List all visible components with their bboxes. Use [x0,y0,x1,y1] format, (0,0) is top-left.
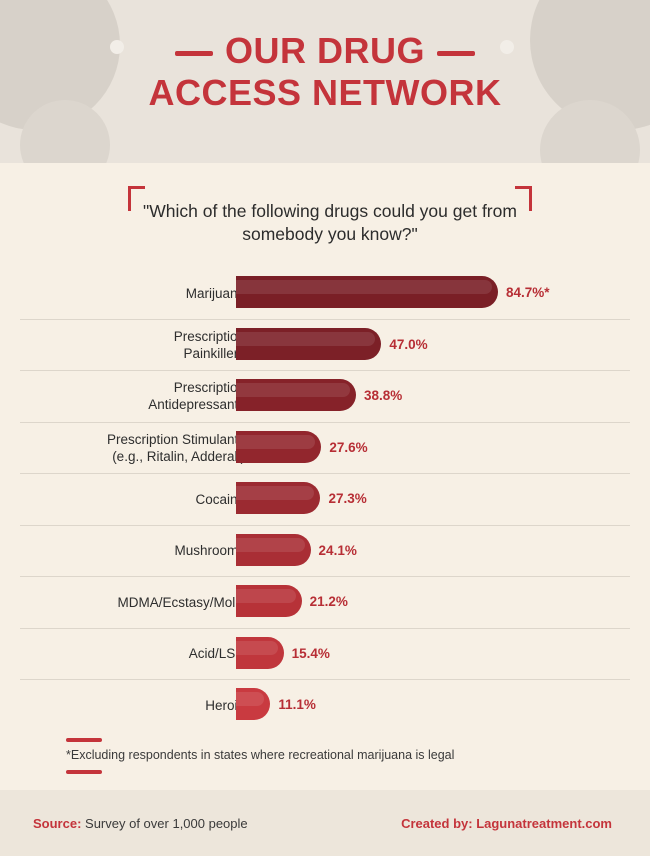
category-label: Prescription Stimulants (e.g., Ritalin, A… [106,431,245,464]
title-line-1: OUR DRUG [225,30,425,71]
bar-row: Mushrooms 24.1% [20,525,630,577]
value-label: 84.7%* [506,285,550,300]
source-label: Source: [33,816,82,831]
bar-highlight [236,537,305,552]
title-dash-left [175,50,213,56]
decor-pill [500,40,514,54]
bar-highlight [236,640,278,655]
bar-row: Heroin 11.1% [20,679,630,731]
bar-row: Prescription Painkillers 47.0% [20,319,630,371]
value-label: 27.3% [328,491,367,506]
category-label: Cocaine [195,491,245,507]
category-label: Mushrooms [174,543,245,558]
row-divider [20,627,630,629]
bar [236,430,322,463]
footnote: *Excluding respondents in states where r… [66,748,455,762]
row-divider [20,473,630,474]
bracket-left [128,186,145,211]
bar-row: Marijuana 84.7%* [20,267,630,319]
bar-highlight [236,434,316,449]
bar [236,533,311,566]
title-block: OUR DRUG ACCESS NETWORK [0,30,650,114]
footer: Source: Survey of over 1,000 people Crea… [0,790,650,856]
header-banner: OUR DRUG ACCESS NETWORK [0,0,650,163]
bar-highlight [236,486,315,500]
bar-highlight [236,589,296,603]
value-label: 24.1% [318,542,357,558]
bar-row: Prescription Antidepressants 38.8% [20,370,630,422]
category-label: Acid/LSD [188,646,245,661]
source-text: Survey of over 1,000 people [85,816,248,831]
question-block: "Which of the following drugs could you … [128,186,532,244]
value-label: 27.6% [329,439,368,455]
bar-row: Prescription Stimulants (e.g., Ritalin, A… [20,422,630,474]
created-by: Created by: Lagunatreatment.com [401,816,612,831]
category-label: Prescription Painkillers [173,328,245,361]
bar [236,327,382,360]
value-label: 11.1% [278,697,316,712]
bar [236,482,321,514]
title-dash-right [437,50,475,56]
bar-row: Cocaine 27.3% [20,473,630,525]
bar-row: MDMA/Ecstasy/Molly 21.2% [20,576,630,628]
chart-question: "Which of the following drugs could you … [143,201,517,244]
category-label: MDMA/Ecstasy/Molly [117,594,245,610]
title-line-2: ACCESS NETWORK [148,72,502,113]
bar [236,276,498,308]
value-label: 15.4% [291,645,330,661]
decor-plate [20,100,110,163]
bracket-right [515,186,532,211]
category-label: Prescription Antidepressants [148,380,245,412]
footnote-dash-top [66,738,102,742]
bar [236,636,284,669]
row-divider [20,421,630,423]
value-label: 21.2% [309,594,348,609]
bar-highlight [236,280,492,294]
source: Source: Survey of over 1,000 people [33,816,248,831]
bar-highlight [236,383,351,397]
value-label: 38.8% [364,388,403,403]
bar-highlight [236,692,265,706]
decor-pill [110,40,124,54]
row-divider [20,370,630,371]
row-divider [20,679,630,680]
row-divider [20,524,630,526]
row-divider [20,318,630,320]
bar-highlight [236,331,376,346]
row-divider [20,576,630,577]
bar [236,379,357,411]
bar-row: Acid/LSD 15.4% [20,628,630,680]
footnote-dash-bottom [66,770,102,774]
category-label: Marijuana [185,285,245,301]
bar [236,688,271,720]
value-label: 47.0% [389,336,428,352]
bar [236,585,302,617]
category-label: Heroin [205,697,245,713]
